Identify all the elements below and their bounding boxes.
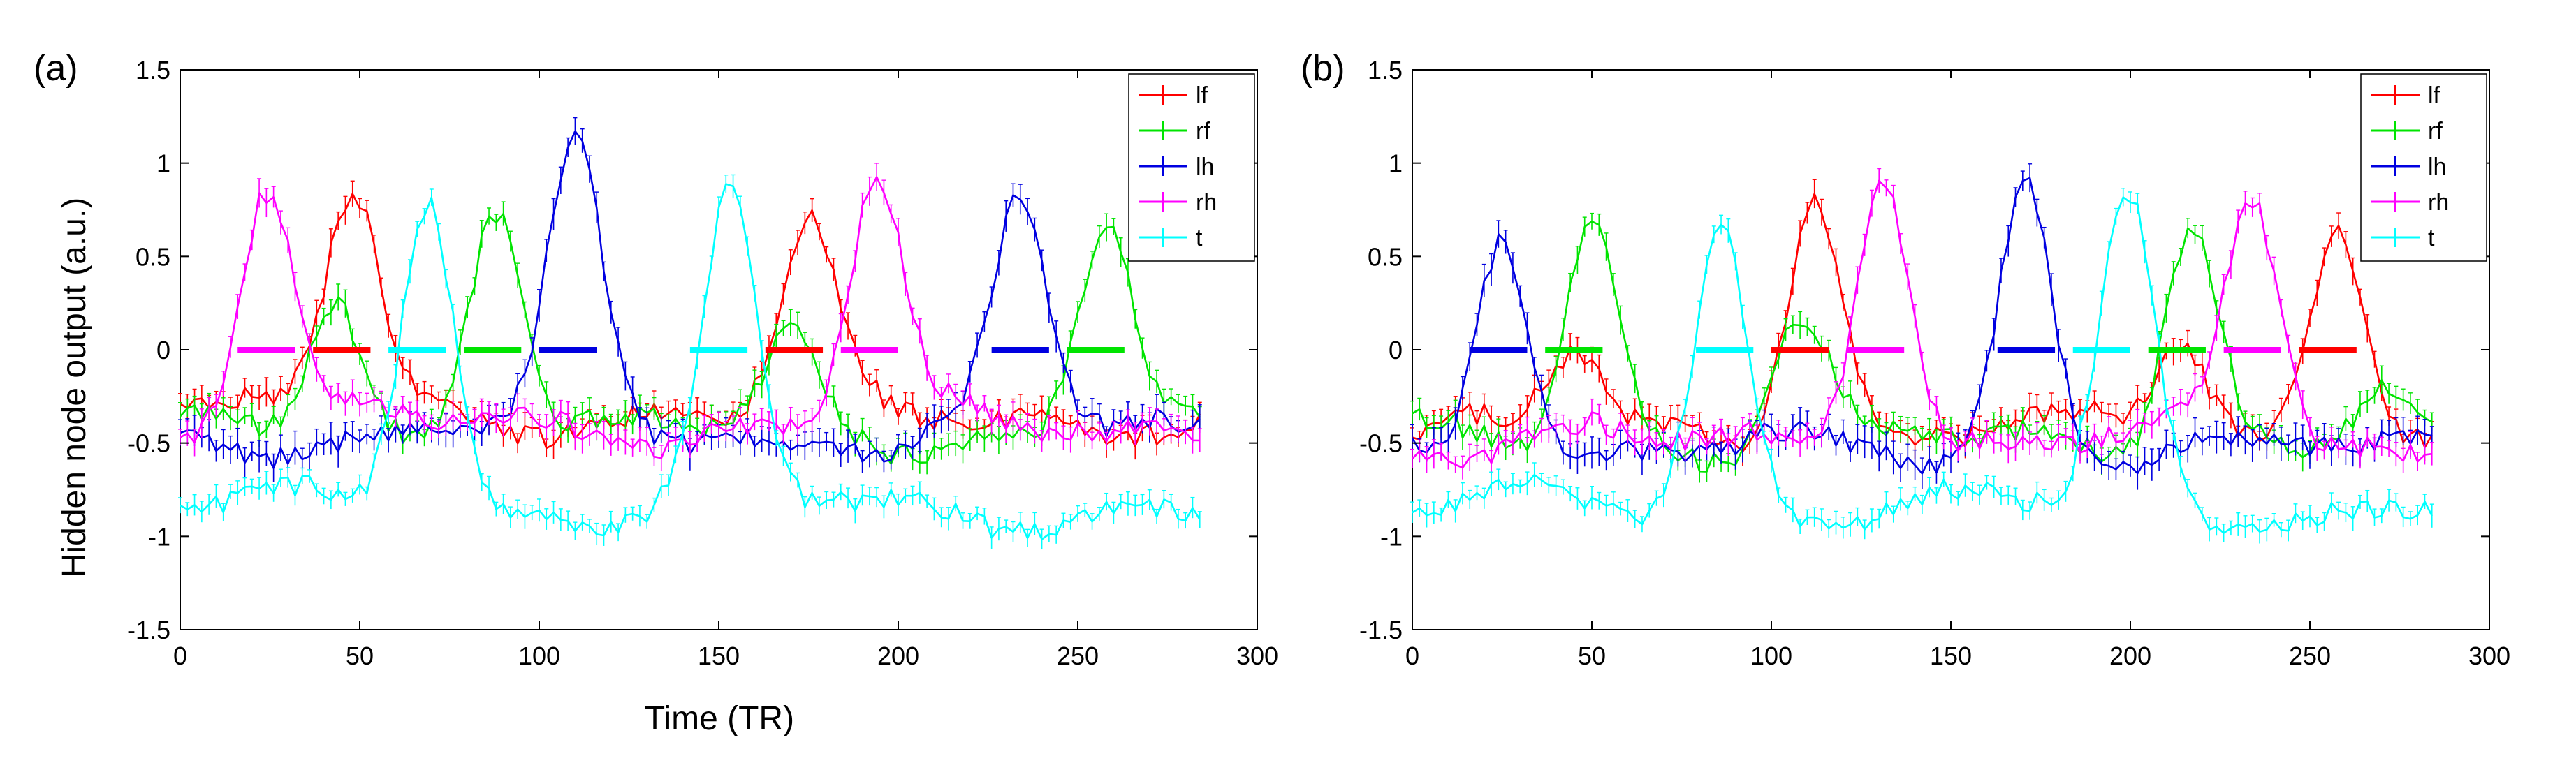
panel-b: (b) 0 50 100 150 200 250 300 -1.5 -1 -0.5 0 0.5 1 1.5… — [1301, 48, 2510, 670]
y-tick-label: -1.5 — [127, 616, 170, 644]
y-tick-label: 0 — [1389, 336, 1403, 364]
series-line-rf — [1412, 220, 2433, 473]
panel-a-ticks: 0 50 100 150 200 250 300 -1.5 -1 -0.5 0 0.5 1 1.5 — [127, 56, 1278, 670]
y-tick-label: 1 — [156, 149, 170, 178]
legend-box — [2360, 73, 2487, 262]
x-tick-label: 0 — [173, 642, 187, 670]
legend-label-lh: lh — [2428, 154, 2446, 180]
x-axis-label: Time (TR) — [645, 700, 794, 737]
legend-label-rh: rh — [2428, 189, 2449, 216]
y-tick-label: 0 — [156, 336, 170, 364]
legend-label-rh: rh — [1196, 189, 1217, 216]
legend-label-lf: lf — [2428, 82, 2440, 109]
panel-a-legend: lf rf lh rh t — [1128, 73, 1255, 262]
panel-a-plot — [178, 69, 1258, 630]
x-tick-label: 200 — [877, 642, 919, 670]
legend-label-rf: rf — [2428, 118, 2443, 145]
series-t — [1410, 187, 2434, 544]
x-tick-label: 150 — [1930, 642, 1972, 670]
x-tick-label: 250 — [2289, 642, 2331, 670]
x-tick-label: 100 — [1750, 642, 1792, 670]
panel-a-label: (a) — [34, 48, 78, 89]
legend-label-t: t — [1196, 225, 1203, 251]
y-tick-label: -0.5 — [127, 429, 170, 458]
x-tick-label: 300 — [1236, 642, 1278, 670]
series-line-rf — [180, 213, 1201, 465]
legend-label-t: t — [2428, 225, 2435, 251]
series-t — [178, 174, 1202, 550]
y-tick-label: 1 — [1389, 149, 1403, 178]
y-tick-label: 1.5 — [136, 56, 170, 84]
series-line-rh — [1412, 179, 2432, 469]
y-tick-label: -1.5 — [1359, 616, 1403, 644]
series-rf — [178, 201, 1202, 475]
panel-b-legend: lf rf lh rh t — [2360, 73, 2487, 262]
x-tick-label: 0 — [1405, 642, 1419, 670]
series-rh — [1410, 168, 2434, 480]
x-tick-label: 100 — [518, 642, 560, 670]
x-tick-label: 250 — [1057, 642, 1099, 670]
x-tick-label: 50 — [1578, 642, 1606, 670]
y-tick-label: 0.5 — [136, 242, 170, 271]
series-rf — [1410, 212, 2434, 483]
panel-b-label: (b) — [1301, 48, 1345, 89]
legend-label-rf: rf — [1196, 118, 1210, 145]
series-line-t — [180, 183, 1201, 540]
x-tick-label: 50 — [346, 642, 374, 670]
series-rh — [178, 163, 1202, 471]
legend-label-lh: lh — [1196, 154, 1214, 180]
panel-a: (a) 0 50 100 150 200 250 300 -1.5 -1 -0.5 0 0.5 1 1.5… — [34, 48, 1278, 670]
y-tick-label: -0.5 — [1359, 429, 1403, 458]
y-tick-label: 0.5 — [1368, 242, 1403, 271]
x-tick-label: 300 — [2468, 642, 2510, 670]
y-tick-label: -1 — [148, 522, 170, 551]
y-axis-label: Hidden node output (a.u.) — [56, 198, 93, 577]
y-tick-label: 1.5 — [1368, 56, 1403, 84]
x-tick-label: 200 — [2109, 642, 2151, 670]
series-line-rh — [180, 176, 1200, 459]
legend-label-lf: lf — [1196, 82, 1208, 109]
y-tick-label: -1 — [1380, 522, 1403, 551]
series-line-t — [1412, 196, 2433, 534]
panel-b-plot — [1410, 69, 2490, 630]
series-line-lh — [1411, 177, 2433, 475]
legend-box — [1128, 73, 1255, 262]
x-tick-label: 150 — [698, 642, 740, 670]
panel-b-ticks: 0 50 100 150 200 250 300 -1.5 -1 -0.5 0 0.5 1 1.5 — [1359, 56, 2510, 670]
